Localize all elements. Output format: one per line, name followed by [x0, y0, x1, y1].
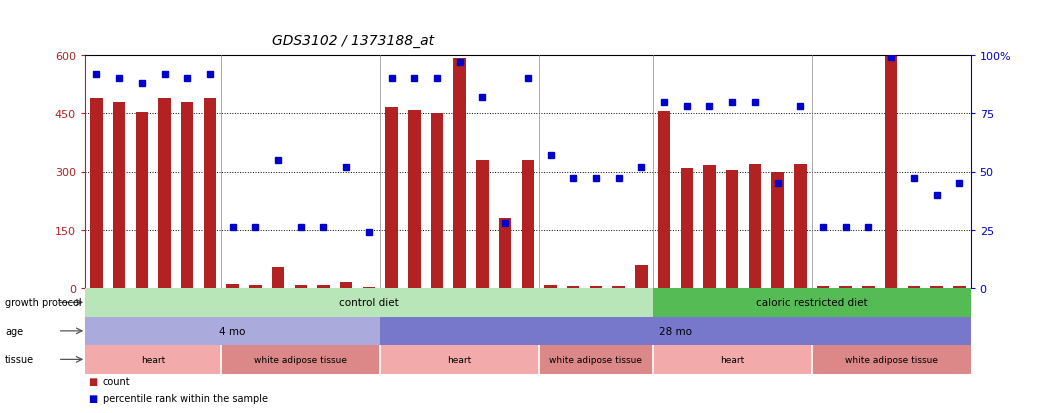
- Bar: [840, 286, 852, 288]
- Bar: [703, 165, 716, 288]
- Bar: [226, 285, 239, 288]
- Text: heart: heart: [448, 355, 472, 364]
- Bar: [817, 286, 830, 288]
- Bar: [930, 286, 943, 288]
- Bar: [381, 345, 539, 374]
- Bar: [499, 218, 511, 288]
- Bar: [85, 345, 221, 374]
- Text: heart: heart: [141, 355, 165, 364]
- Text: control diet: control diet: [339, 298, 399, 308]
- Bar: [657, 112, 670, 288]
- Bar: [317, 285, 330, 288]
- Text: ■: ■: [88, 376, 97, 386]
- Bar: [567, 286, 580, 288]
- Bar: [249, 286, 261, 288]
- Bar: [652, 288, 971, 317]
- Bar: [680, 168, 693, 288]
- Bar: [363, 287, 375, 288]
- Text: caloric restricted diet: caloric restricted diet: [756, 298, 868, 308]
- Bar: [221, 345, 381, 374]
- Bar: [381, 317, 971, 345]
- Text: 28 mo: 28 mo: [658, 326, 692, 336]
- Bar: [159, 98, 171, 288]
- Bar: [812, 345, 971, 374]
- Text: white adipose tissue: white adipose tissue: [845, 355, 937, 364]
- Bar: [386, 108, 398, 288]
- Bar: [113, 102, 125, 288]
- Bar: [295, 285, 307, 288]
- Bar: [885, 56, 897, 288]
- Bar: [203, 98, 216, 288]
- Bar: [772, 172, 784, 288]
- Bar: [635, 265, 648, 288]
- Bar: [544, 285, 557, 288]
- Text: heart: heart: [720, 355, 745, 364]
- Bar: [85, 317, 381, 345]
- Bar: [476, 160, 488, 288]
- Text: growth protocol: growth protocol: [5, 298, 82, 308]
- Bar: [539, 345, 652, 374]
- Text: white adipose tissue: white adipose tissue: [550, 355, 643, 364]
- Bar: [613, 286, 625, 288]
- Bar: [590, 286, 602, 288]
- Bar: [862, 286, 874, 288]
- Bar: [953, 286, 965, 288]
- Bar: [652, 345, 812, 374]
- Bar: [430, 114, 443, 288]
- Bar: [794, 164, 807, 288]
- Bar: [453, 59, 466, 288]
- Text: GDS3102 / 1373188_at: GDS3102 / 1373188_at: [272, 33, 433, 47]
- Text: tissue: tissue: [5, 354, 34, 365]
- Text: count: count: [103, 376, 131, 386]
- Bar: [522, 160, 534, 288]
- Bar: [408, 111, 421, 288]
- Bar: [85, 288, 652, 317]
- Bar: [136, 113, 148, 288]
- Text: percentile rank within the sample: percentile rank within the sample: [103, 393, 268, 403]
- Text: ■: ■: [88, 393, 97, 403]
- Bar: [90, 98, 103, 288]
- Text: white adipose tissue: white adipose tissue: [254, 355, 347, 364]
- Text: age: age: [5, 326, 23, 336]
- Bar: [340, 282, 353, 288]
- Bar: [749, 164, 761, 288]
- Text: 4 mo: 4 mo: [220, 326, 246, 336]
- Bar: [907, 286, 920, 288]
- Bar: [726, 170, 738, 288]
- Bar: [272, 267, 284, 288]
- Bar: [181, 103, 194, 288]
